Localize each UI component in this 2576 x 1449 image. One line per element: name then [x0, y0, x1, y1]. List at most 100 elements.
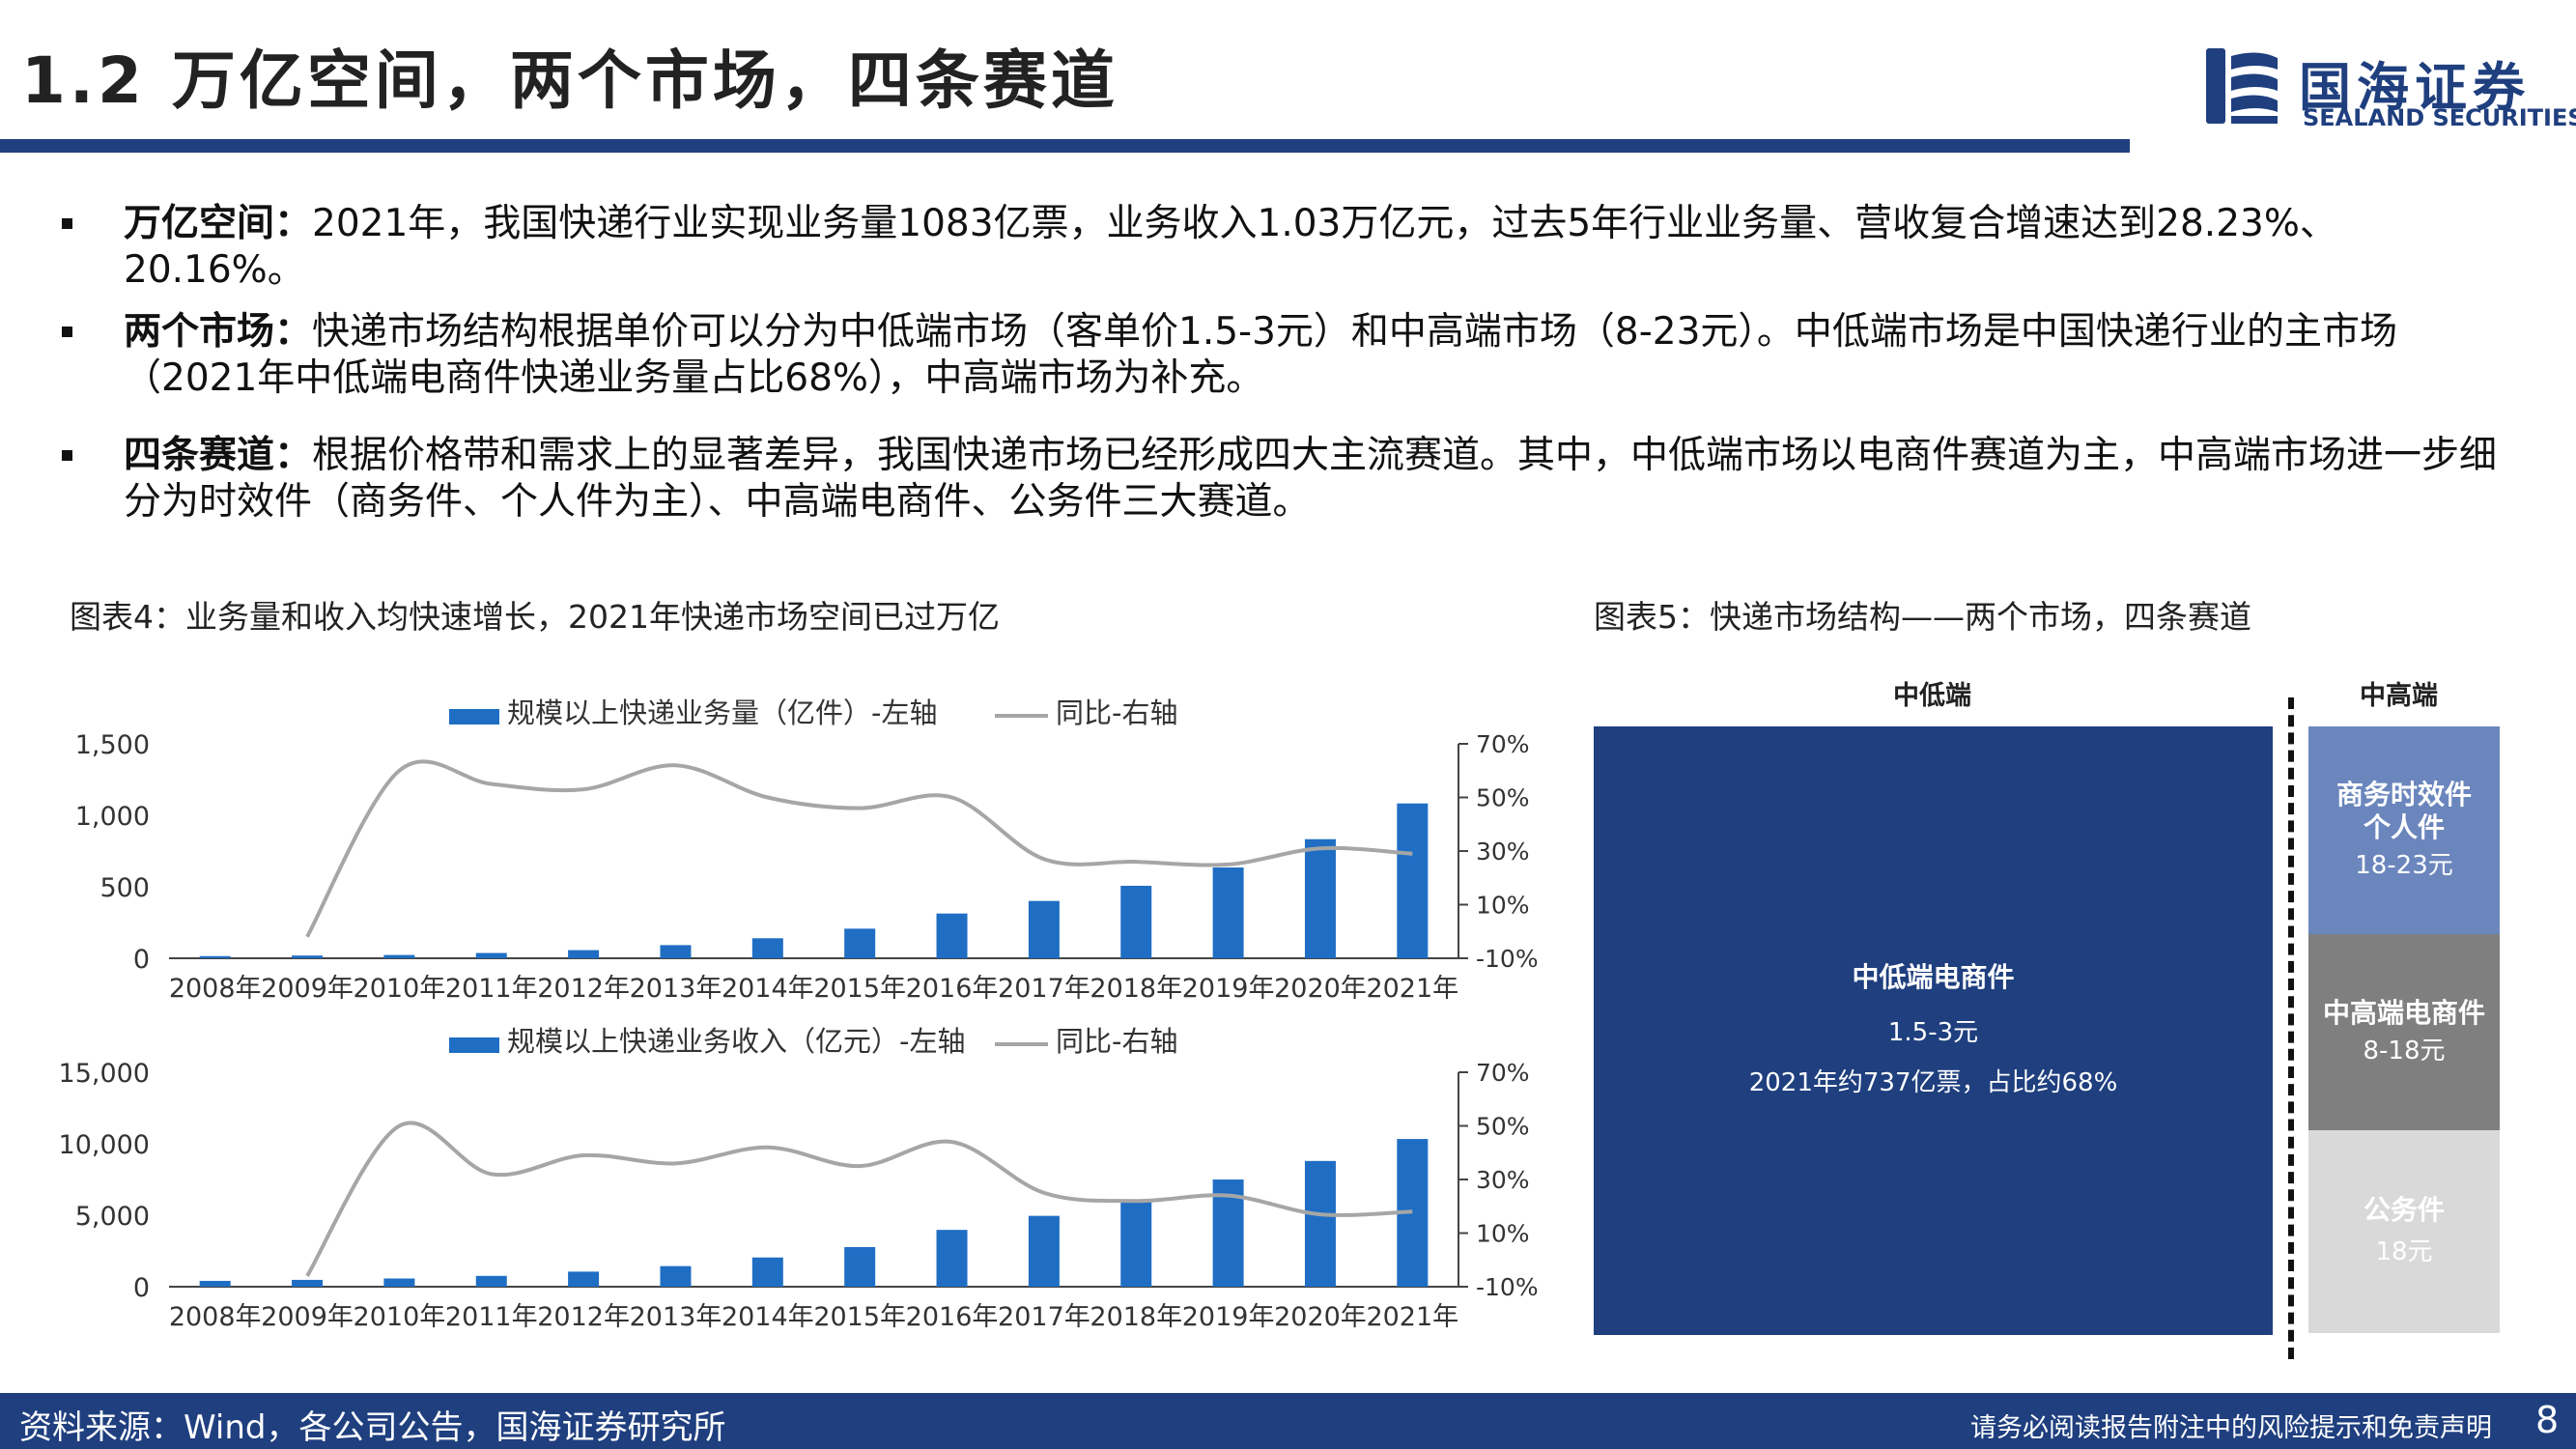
- data-bar: [660, 945, 692, 958]
- official-express-price: 18元: [2375, 1237, 2433, 1266]
- data-bar: [1028, 900, 1060, 958]
- data-bar: [383, 1278, 415, 1287]
- data-bar: [475, 1275, 507, 1287]
- data-bar: [475, 952, 507, 958]
- x-tick-label: 2017年: [998, 974, 1090, 1004]
- x-tick-label: 2021年: [1366, 1302, 1458, 1332]
- legend-bar-swatch: [449, 709, 499, 724]
- data-bar: [1028, 1215, 1060, 1287]
- revenue-chart: 规模以上快递业务收入（亿元）-左轴 同比-右轴 15,000 10,000 5,000 0…: [59, 1025, 1539, 1332]
- figure5-caption: 图表5：快递市场结构——两个市场，四条赛道: [1594, 598, 2251, 636]
- low-end-price: 1.5-3元: [1887, 1018, 1979, 1047]
- data-bar: [1212, 867, 1244, 958]
- yoy-growth-line: [305, 1121, 1413, 1277]
- bullet-2: 两个市场：快递市场结构根据单价可以分为中低端市场（客单价1.5-3元）和中高端市…: [62, 309, 2515, 402]
- bullet-heading: 两个市场：: [124, 310, 313, 354]
- x-tick-label: 2010年: [354, 974, 446, 1004]
- x-tick-label: 2021年: [1366, 974, 1458, 1004]
- company-logo: 国海证券 SEALAND SECURITIES: [2202, 43, 2576, 131]
- data-bar: [383, 954, 415, 958]
- bullet-body: 2021年，我国快递行业实现业务量1083亿票，业务收入1.03万亿元，过去5年…: [124, 202, 2337, 292]
- official-express-block: 公务件 18元: [2308, 1130, 2500, 1333]
- x-tick-label: 2018年: [1090, 974, 1182, 1004]
- mid-high-ecommerce-title: 中高端电商件: [2322, 996, 2485, 1029]
- data-bar: [292, 955, 324, 958]
- x-tick-label: 2009年: [261, 974, 354, 1004]
- bullet-1: 万亿空间：2021年，我国快递行业实现业务量1083亿票，业务收入1.03万亿元…: [62, 201, 2515, 294]
- data-bar: [1304, 1160, 1336, 1287]
- left-tick-label: 0: [133, 945, 150, 975]
- x-tick-label: 2014年: [722, 1302, 814, 1332]
- right-tick-label: -10%: [1476, 945, 1539, 973]
- right-tick-label: 70%: [1476, 730, 1530, 758]
- figure4-caption: 图表4：业务量和收入均快速增长，2021年快递市场空间已过万亿: [70, 598, 1000, 636]
- left-tick-label: 1,000: [75, 802, 150, 832]
- x-tick-label: 2016年: [906, 974, 999, 1004]
- logo-english-text: SEALAND SECURITIES: [2303, 104, 2576, 131]
- data-bar: [751, 938, 783, 958]
- page-number: 8: [2535, 1399, 2560, 1441]
- data-bar: [568, 950, 600, 958]
- x-tick-label: 2018年: [1090, 1302, 1182, 1332]
- legend-line-label: 同比-右轴: [1056, 1025, 1177, 1058]
- official-express-title: 公务件: [2363, 1194, 2445, 1226]
- bullet-heading: 四条赛道：: [124, 434, 313, 477]
- right-tick-label: -10%: [1476, 1273, 1539, 1301]
- data-bar: [660, 1265, 692, 1287]
- business-express-price: 18-23元: [2355, 850, 2453, 880]
- right-tick-label: 50%: [1476, 1113, 1530, 1141]
- legend-bar-label: 规模以上快递业务量（亿件）-左轴: [507, 696, 937, 729]
- bullet-marker: [62, 450, 72, 461]
- data-bar: [936, 1230, 968, 1287]
- x-tick-label: 2020年: [1274, 974, 1367, 1004]
- data-bar: [751, 1257, 783, 1287]
- page-title: 1.2 万亿空间，两个市场，四条赛道: [21, 43, 1118, 118]
- right-tick-label: 10%: [1476, 892, 1530, 920]
- x-tick-label: 2016年: [906, 1302, 999, 1332]
- business-express-title: 商务时效件: [2335, 778, 2472, 810]
- left-tick-label: 5,000: [75, 1202, 150, 1232]
- source-note: 资料来源：Wind，各公司公告，国海证券研究所: [19, 1408, 726, 1447]
- mid-high-ecommerce-price: 8-18元: [2363, 1036, 2446, 1065]
- left-tick-label: 0: [133, 1273, 150, 1303]
- bullet-marker: [62, 218, 72, 229]
- x-tick-label: 2015年: [813, 1302, 906, 1332]
- x-tick-label: 2013年: [630, 974, 722, 1004]
- data-bar: [844, 1247, 876, 1287]
- logo-chinese-text: 国海证券: [2299, 57, 2531, 118]
- legend-bar-label: 规模以上快递业务收入（亿元）-左轴: [507, 1025, 965, 1058]
- x-tick-label: 2019年: [1182, 1302, 1275, 1332]
- yoy-growth-line: [305, 759, 1413, 938]
- x-tick-label: 2017年: [998, 1302, 1090, 1332]
- volume-chart: 规模以上快递业务量（亿件）-左轴 同比-右轴 1,500 1,000 500 0 70% 50…: [75, 696, 1539, 1004]
- personal-express-title: 个人件: [2363, 810, 2445, 843]
- bullet-heading: 万亿空间：: [124, 202, 313, 245]
- bullet-3: 四条赛道：根据价格带和需求上的显著差异，我国快递市场已经形成四大主流赛道。其中，…: [62, 433, 2515, 526]
- right-tick-label: 50%: [1476, 784, 1530, 812]
- left-tick-label: 500: [99, 873, 150, 903]
- data-bar: [844, 928, 876, 958]
- data-bar: [1397, 803, 1429, 958]
- business-express-block: 商务时效件 个人件 18-23元: [2308, 726, 2500, 934]
- data-bar: [199, 1280, 231, 1287]
- data-bar: [1304, 838, 1336, 958]
- data-bar: [199, 955, 231, 958]
- low-end-volume-note: 2021年约737亿票，占比约68%: [1748, 1068, 2118, 1097]
- data-bar: [292, 1279, 324, 1287]
- bullet-marker: [62, 327, 72, 337]
- disclaimer-link[interactable]: 请务必阅读报告附注中的风险提示和免责声明: [1970, 1413, 2492, 1443]
- bullet-body: 根据价格带和需求上的显著差异，我国快递市场已经形成四大主流赛道。其中，中低端市场…: [124, 434, 2498, 524]
- legend-line-label: 同比-右轴: [1056, 696, 1177, 729]
- x-tick-label: 2012年: [537, 974, 630, 1004]
- right-tick-label: 70%: [1476, 1059, 1530, 1087]
- footer-bar: 资料来源：Wind，各公司公告，国海证券研究所 请务必阅读报告附注中的风险提示和…: [0, 1393, 2576, 1449]
- x-tick-label: 2015年: [813, 974, 906, 1004]
- x-tick-label: 2009年: [261, 1302, 354, 1332]
- right-tick-label: 10%: [1476, 1220, 1530, 1248]
- x-tick-label: 2010年: [354, 1302, 446, 1332]
- legend-bar-swatch: [449, 1037, 499, 1053]
- x-tick-label: 2008年: [169, 1302, 262, 1332]
- right-tick-label: 30%: [1476, 1166, 1530, 1194]
- left-tick-label: 15,000: [59, 1059, 150, 1089]
- x-tick-label: 2012年: [537, 1302, 630, 1332]
